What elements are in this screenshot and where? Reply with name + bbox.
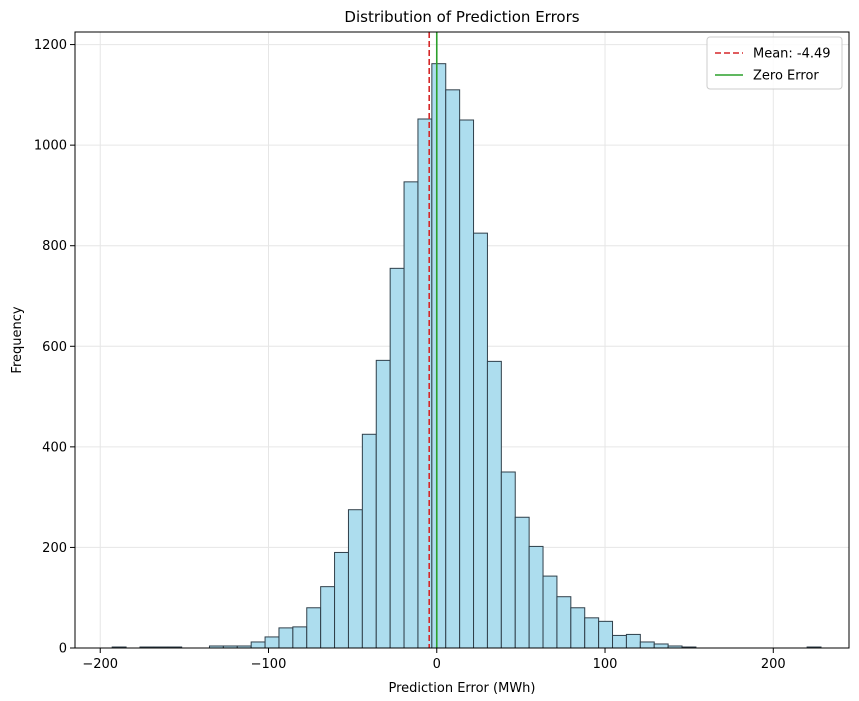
- x-axis-ticks: −200 −100 0 100 200: [82, 648, 786, 672]
- y-tick-label: 0: [59, 642, 67, 657]
- histogram-bar: [612, 634, 627, 649]
- histogram-bar: [292, 626, 308, 649]
- reference-lines: [428, 32, 438, 648]
- histogram-bar: [375, 359, 391, 649]
- y-tick-label: 1000: [34, 139, 67, 154]
- histogram-bar: [625, 633, 641, 649]
- histogram-bar: [598, 620, 614, 649]
- chart-title: Distribution of Prediction Errors: [344, 8, 579, 26]
- x-axis-label: Prediction Error (MWh): [389, 681, 536, 696]
- legend: Mean: -4.49 Zero Error: [706, 36, 843, 90]
- histogram-bar: [320, 586, 336, 649]
- histogram-bar: [584, 617, 600, 649]
- y-tick-label: 1200: [34, 38, 67, 53]
- histogram-bar: [528, 545, 544, 649]
- x-tick-label: −100: [251, 657, 287, 672]
- histogram-bar: [556, 596, 572, 649]
- y-tick-label: 600: [42, 340, 67, 355]
- x-tick-label: 100: [593, 657, 618, 672]
- y-axis-ticks: 0 200 400 600 800 1000 1200: [34, 38, 75, 657]
- x-tick-label: 200: [761, 657, 786, 672]
- histogram-bar: [514, 516, 530, 649]
- histogram-bar: [500, 471, 516, 649]
- y-tick-label: 800: [42, 239, 67, 254]
- legend-label: Mean: -4.49: [753, 47, 831, 62]
- histogram-bar: [431, 63, 447, 649]
- histogram-bar: [639, 641, 655, 649]
- histogram-bar: [264, 636, 280, 649]
- histogram-bar: [570, 607, 586, 649]
- x-tick-label: −200: [82, 657, 118, 672]
- histogram-bar: [403, 181, 419, 649]
- histogram-bar: [389, 267, 405, 649]
- histogram-bar: [653, 643, 669, 649]
- y-axis-label: Frequency: [10, 306, 25, 373]
- plot-frame: [74, 31, 850, 649]
- histogram-bar: [347, 509, 363, 649]
- histogram-bar: [542, 575, 558, 649]
- histogram-bar: [361, 433, 377, 649]
- y-tick-label: 200: [42, 541, 67, 556]
- x-tick-label: 0: [433, 657, 441, 672]
- histogram-bar: [278, 627, 294, 649]
- histogram-bar: [486, 360, 502, 649]
- histogram-bar: [250, 641, 266, 649]
- histogram-bars: [111, 63, 822, 649]
- legend-label: Zero Error: [753, 69, 819, 84]
- histogram-bar: [473, 232, 488, 649]
- legend-box: [706, 36, 843, 90]
- histogram-bar: [445, 89, 461, 649]
- y-tick-label: 400: [42, 440, 67, 455]
- histogram-bar: [334, 551, 349, 649]
- histogram-bar: [459, 119, 475, 649]
- histogram-bar: [306, 607, 322, 649]
